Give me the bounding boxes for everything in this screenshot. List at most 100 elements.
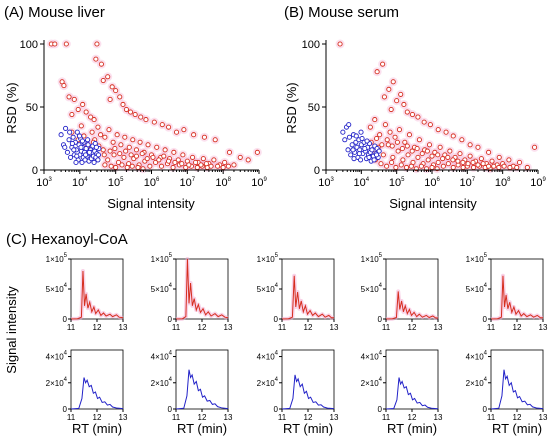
panel-a-point-red-10 [83,109,89,115]
panel-b-point-red-4 [386,86,392,92]
panel-b-point-blue-31 [376,148,382,154]
panel-b-point-red-34 [406,132,412,138]
panel-a-point-red-103 [119,162,125,168]
panel-b-xlabel: Signal intensity [389,196,477,211]
panel-a-point-red-11 [88,114,94,120]
panel-c-top-1-ytick-label-0: 0 [63,315,68,324]
panel-a-point-blue-48 [86,149,92,155]
panel-a-point-red-4 [61,83,67,89]
panel-a-point-red-18 [109,84,115,90]
panel-c-bottom-1-trace [70,377,124,410]
panel-b-point-red-105 [435,152,441,158]
panel-a-point-red-125 [179,161,185,167]
panel-b-point-red-71 [450,164,456,171]
panel-a-point-red-89 [147,163,153,169]
panel-b-point-red-23 [506,157,512,163]
panel-c-top-4-ytick-label-1: 5×104 [361,283,383,294]
panel-a-point-blue-5 [67,154,74,160]
panel-c-bottom-3-frame [281,349,335,410]
panel-b-point-red-18 [459,137,465,143]
panel-c-top-4-xtick-label-1: 12 [408,323,417,332]
panel-a-point-red-100 [102,162,108,168]
panel-a-point-red-127 [193,159,199,165]
panel-c-top-2-xtick-label-2: 13 [224,323,233,332]
panel-c-top-3-trace [281,275,334,320]
panel-a-point-blue-42 [71,147,77,153]
panel-c-top-5-ytick-label-1: 5×104 [466,283,488,294]
panel-a-point-red-68 [180,152,186,158]
panel-b-point-red-40 [437,144,443,150]
panel-c-top-1-xtick-label-2: 13 [119,323,128,332]
panel-a-point-red-5 [66,94,72,100]
panel-a-point-blue-38 [95,157,101,163]
panel-b-point-red-85 [403,164,410,171]
panel-c-top-1-trace [70,270,124,320]
panel-a-point-red-132 [220,164,226,171]
panel-c-xlabel-1: RT (min) [72,421,122,436]
panel-a-point-red-113 [112,146,118,152]
panel-b-point-red-116 [491,163,497,169]
panel-b-point-blue-35 [356,151,362,157]
panel-b-point-red-21 [486,149,492,155]
panel-b-point-blue-34 [353,133,359,139]
panel-b-point-red-119 [507,164,513,171]
panel-b-point-red-19 [467,142,473,148]
panel-a-point-red-37 [237,154,243,160]
panel-c-bottom-4-ytick-label-1: 2×104 [361,377,383,388]
panel-c-bottom-5-xtick-label-2: 13 [539,413,548,422]
panel-a-point-red-26 [138,114,144,120]
panel-a-point-blue-46 [83,152,89,158]
panel-a-point-red-56 [130,137,136,143]
panel-a-point-blue-7 [70,134,76,140]
panel-c-bottom-2-trace [175,369,229,410]
panel-b-point-red-104 [429,153,435,159]
panel-c-top-2-xtick-label-1: 12 [198,323,207,332]
panel-c-top-3-xtick-label-2: 13 [330,323,339,332]
panel-a-point-red-121 [156,157,162,163]
panel-b-point-red-83 [393,164,399,171]
panel-b-point-red-14 [427,122,433,128]
panel-a-point-red-7 [75,106,81,113]
panel-a-point-red-50 [106,127,112,133]
panel-a-point-red-29 [159,122,165,128]
panel-a-point-blue-50 [93,144,99,150]
panel-a-point-blue-49 [73,159,79,165]
panel-a-point-red-129 [203,161,209,167]
panel-a-point-red-112 [107,148,113,154]
panel-a-point-red-91 [158,163,165,169]
panel-a-point-red-39 [245,157,251,163]
panel-c-bottom-3-xtick-label-1: 12 [304,413,313,422]
panel-b-point-red-95 [384,137,390,143]
panel-a-point-red-117 [133,153,139,159]
panel-a-point-red-102 [113,164,119,171]
panel-c-top-5-xtick-label-1: 12 [513,323,522,332]
panel-b-point-red-17 [450,133,456,139]
panel-a-point-red-13 [94,41,100,47]
panel-a-point-red-32 [181,127,187,133]
panel-a-point-red-58 [137,139,143,145]
panel-c-xlabel-4: RT (min) [387,421,437,436]
panel-a-point-red-45 [89,129,95,135]
panel-b-xtick-label-4: 107 [460,177,476,189]
panel-a-point-red-47 [95,124,101,130]
panel-a-point-red-15 [98,61,104,67]
panel-b-point-red-31 [392,134,398,140]
panel-c-bottom-2-ytick-label-1: 2×104 [151,377,173,388]
panel-c-xlabel-3: RT (min) [283,421,333,436]
panel-b-point-red-117 [496,164,502,171]
panel-b-point-red-90 [429,164,435,171]
panel-c-bottom-2-frame [175,349,229,410]
panel-b-point-blue-38 [364,138,370,144]
panel-b-point-red-88 [418,163,424,169]
panel-b-point-blue-42 [351,156,357,162]
panel-b-point-red-8 [381,94,387,100]
panel-a-point-red-118 [139,151,145,157]
panel-a-point-red-27 [143,117,149,123]
panel-b-xtick-label-5: 108 [495,177,511,189]
panel-b-point-blue-41 [374,152,380,158]
panel-a-point-red-106 [135,164,141,171]
panel-b-xtick-label-2: 105 [389,177,405,189]
panel-a-point-red-17 [100,77,106,84]
panel-a-point-blue-40 [62,144,68,150]
panel-b-point-red-22 [496,154,502,160]
